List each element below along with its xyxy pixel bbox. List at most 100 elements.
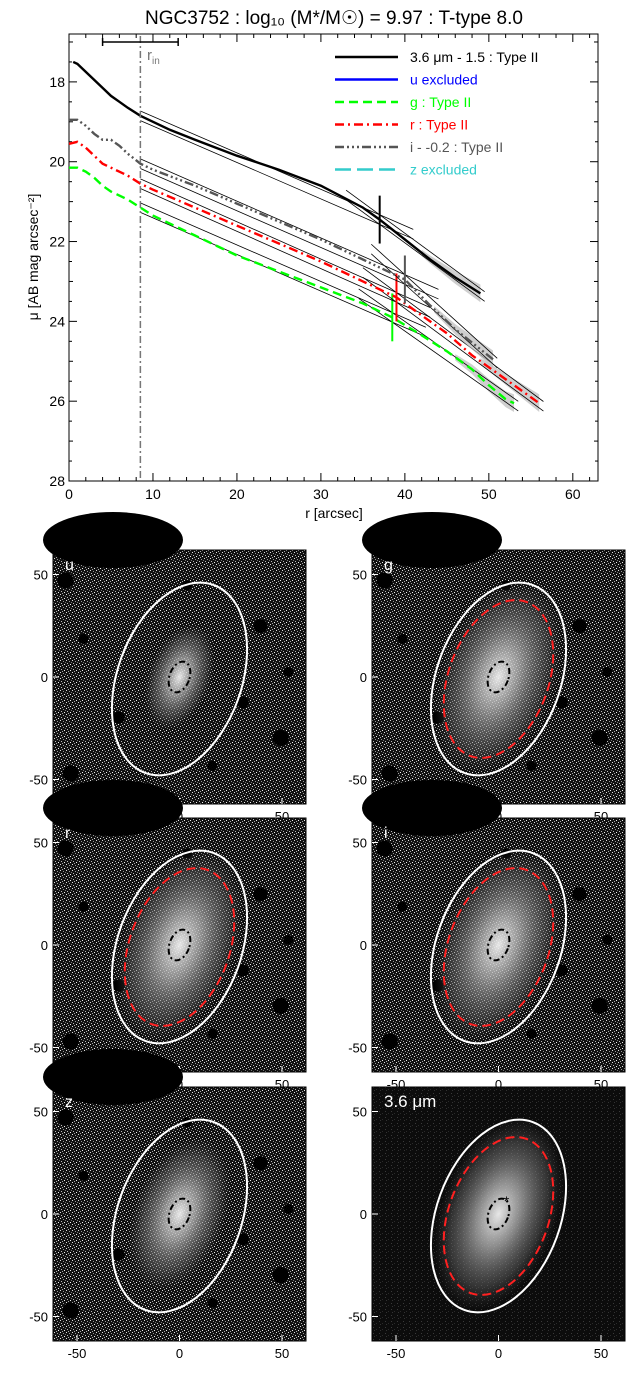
r-in-marker: rin — [101, 36, 179, 481]
inner-disc-fit-line — [140, 202, 427, 328]
legend-label: i - -0.2 : Type II — [410, 139, 503, 155]
series-layer — [68, 60, 544, 412]
mask-region — [253, 1156, 268, 1171]
outer-ellipse — [429, 1118, 568, 1314]
inner-disc-fit-line — [140, 188, 431, 318]
inner-disc-fit-line — [140, 212, 427, 338]
image-x-tick-label: -50 — [68, 1346, 87, 1361]
mask-region — [78, 633, 89, 644]
r-in-label: rin — [147, 47, 160, 67]
image-x-tick-label: 50 — [275, 1346, 289, 1361]
image-y-tick-label: -50 — [29, 1310, 48, 1325]
panel-label: g — [384, 557, 393, 574]
outer-disc-fit-line — [371, 243, 498, 359]
image-y-tick-label: 0 — [41, 938, 48, 953]
outer-disc-fit-line — [362, 267, 544, 402]
break-ellipse — [442, 599, 555, 759]
panel-label: z — [65, 1094, 73, 1111]
outer-disc-fit-line — [358, 298, 519, 412]
series-line — [68, 140, 540, 405]
mask-region — [62, 765, 79, 782]
mask-region — [397, 901, 408, 912]
break-ellipse — [123, 867, 236, 1027]
outer-ellipse — [429, 581, 568, 777]
y-tick-label: 28 — [49, 473, 65, 489]
mask-region — [572, 887, 587, 902]
mask-region — [62, 1033, 79, 1050]
mask-region — [57, 572, 74, 589]
image-y-tick-label: 50 — [34, 568, 48, 583]
mask-region — [283, 666, 294, 677]
series-line — [72, 60, 482, 295]
mask-region — [362, 780, 502, 836]
break-ellipse — [442, 867, 555, 1027]
mask-region — [43, 512, 183, 568]
outer-ellipse — [110, 849, 249, 1045]
image-y-tick-label: 50 — [353, 1105, 367, 1120]
inner-ellipse — [167, 1197, 192, 1231]
mask-region — [526, 760, 537, 771]
mask-region — [43, 1049, 183, 1105]
image-y-tick-label: -50 — [348, 1041, 367, 1056]
inner-ellipse — [167, 928, 192, 962]
mask-region — [591, 729, 608, 746]
mask-region — [272, 729, 289, 746]
inner-disc-fit-line — [140, 178, 431, 308]
x-tick-label: 20 — [229, 486, 245, 502]
galaxy-light — [144, 624, 215, 730]
image-y-tick-label: 0 — [360, 938, 367, 953]
image-y-tick-label: 50 — [353, 836, 367, 851]
y-tick-label: 22 — [49, 234, 65, 250]
x-tick-label: 40 — [397, 486, 413, 502]
series-line — [69, 118, 494, 361]
mask-region — [555, 696, 568, 709]
mask-region — [591, 997, 608, 1014]
legend-label: r : Type II — [410, 117, 468, 133]
mask-region — [376, 572, 393, 589]
x-tick-label: 50 — [481, 486, 497, 502]
mask-region — [283, 1203, 294, 1214]
image-y-tick-label: -50 — [348, 773, 367, 788]
image-panels: u -50 0 50 50 0 -50 g -50 0 50 50 0 -50 r -50 0 50 50 0 -50 i… — [29, 512, 626, 1361]
outer-ellipse — [110, 581, 249, 777]
mask-region — [57, 1109, 74, 1126]
y-axis: 18 20 22 24 26 28 — [49, 41, 598, 489]
image-panel-6: * 3.6 μm -50 0 50 50 0 -50 — [348, 1086, 626, 1361]
mask-region — [602, 934, 613, 945]
y-tick-label: 24 — [49, 313, 65, 329]
mask-region — [272, 997, 289, 1014]
image-x-tick-label: -50 — [387, 1346, 406, 1361]
inner-disc-fit-line — [140, 158, 439, 290]
mask-region — [572, 619, 587, 634]
image-y-tick-label: 0 — [360, 1207, 367, 1222]
outer-disc-fit-line — [362, 276, 544, 412]
y-tick-label: 26 — [49, 393, 65, 409]
mask-region — [236, 696, 249, 709]
x-axis-label: r [arcsec] — [305, 505, 363, 521]
image-y-tick-label: 50 — [353, 568, 367, 583]
mask-region — [526, 1028, 537, 1039]
mask-region — [207, 1028, 218, 1039]
mask-region — [555, 964, 568, 977]
mask-region — [207, 760, 218, 771]
mask-region — [112, 711, 125, 724]
outer-ellipse — [429, 849, 568, 1045]
mask-region — [376, 840, 393, 857]
mask-region — [272, 1266, 289, 1283]
inner-ellipse — [486, 1197, 511, 1231]
image-x-tick-label: 50 — [594, 1346, 608, 1361]
x-axis: 0 10 20 30 40 50 60 — [65, 34, 591, 502]
mask-region — [362, 512, 502, 568]
mask-region — [236, 1233, 249, 1246]
image-y-tick-label: 0 — [41, 1207, 48, 1222]
image-x-tick-label: 0 — [176, 1346, 183, 1361]
plot-frame — [68, 33, 599, 482]
mask-region — [112, 1248, 125, 1261]
mask-region — [381, 1033, 398, 1050]
profile-plot: 0 10 20 30 40 50 60 18 20 22 24 26 28 rin 3.6 μm - … — [25, 33, 599, 521]
chart-title: NGC3752 : log₁₀ (M*/M☉) = 9.97 : T-type … — [145, 8, 523, 29]
mask-region — [207, 1297, 218, 1308]
